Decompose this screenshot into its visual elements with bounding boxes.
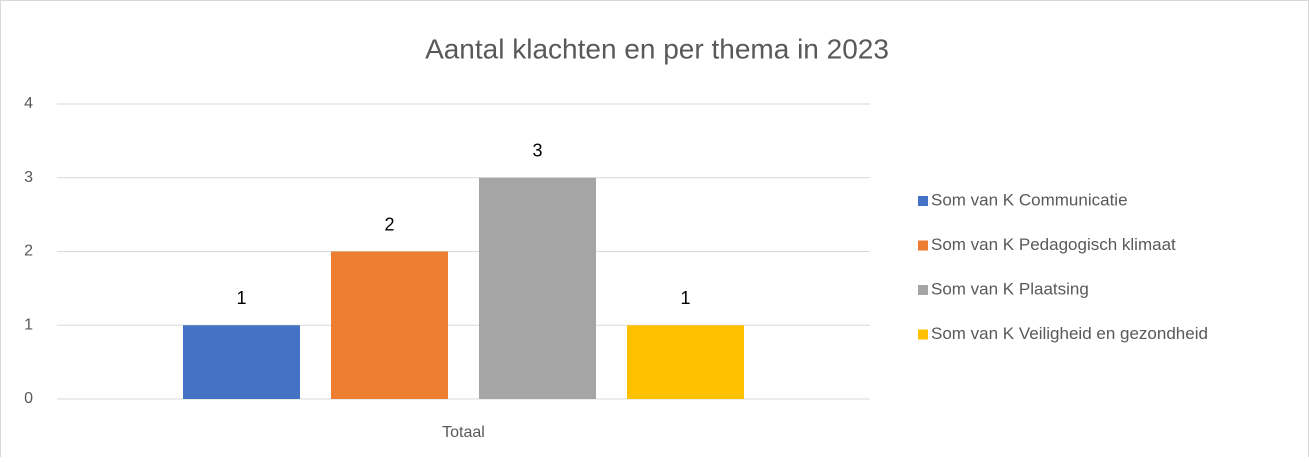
legend-label: Som van K Pedagogisch klimaat xyxy=(931,235,1176,254)
data-label: 2 xyxy=(384,214,394,234)
y-tick-label: 2 xyxy=(24,243,33,260)
data-label: 3 xyxy=(532,141,542,161)
data-label: 1 xyxy=(236,288,246,308)
legend-swatch xyxy=(918,329,928,340)
legend-label: Som van K Plaatsing xyxy=(931,279,1089,298)
y-tick-label: 4 xyxy=(24,95,33,112)
bar xyxy=(183,325,300,399)
legend-label: Som van K Veiligheid en gezondheid xyxy=(931,324,1208,343)
legend-swatch xyxy=(918,285,928,295)
legend-label: Som van K Communicatie xyxy=(931,190,1128,209)
bar xyxy=(479,177,596,399)
legend-swatch xyxy=(918,240,928,251)
y-tick-label: 0 xyxy=(24,390,33,407)
bar xyxy=(331,251,448,399)
y-tick-label: 1 xyxy=(24,316,33,333)
data-label: 1 xyxy=(680,288,690,308)
y-tick-label: 3 xyxy=(24,169,33,186)
legend-swatch xyxy=(918,196,928,206)
bar xyxy=(627,325,744,399)
x-tick-label: Totaal xyxy=(442,424,485,441)
chart-title: Aantal klachten en per thema in 2023 xyxy=(425,33,889,64)
